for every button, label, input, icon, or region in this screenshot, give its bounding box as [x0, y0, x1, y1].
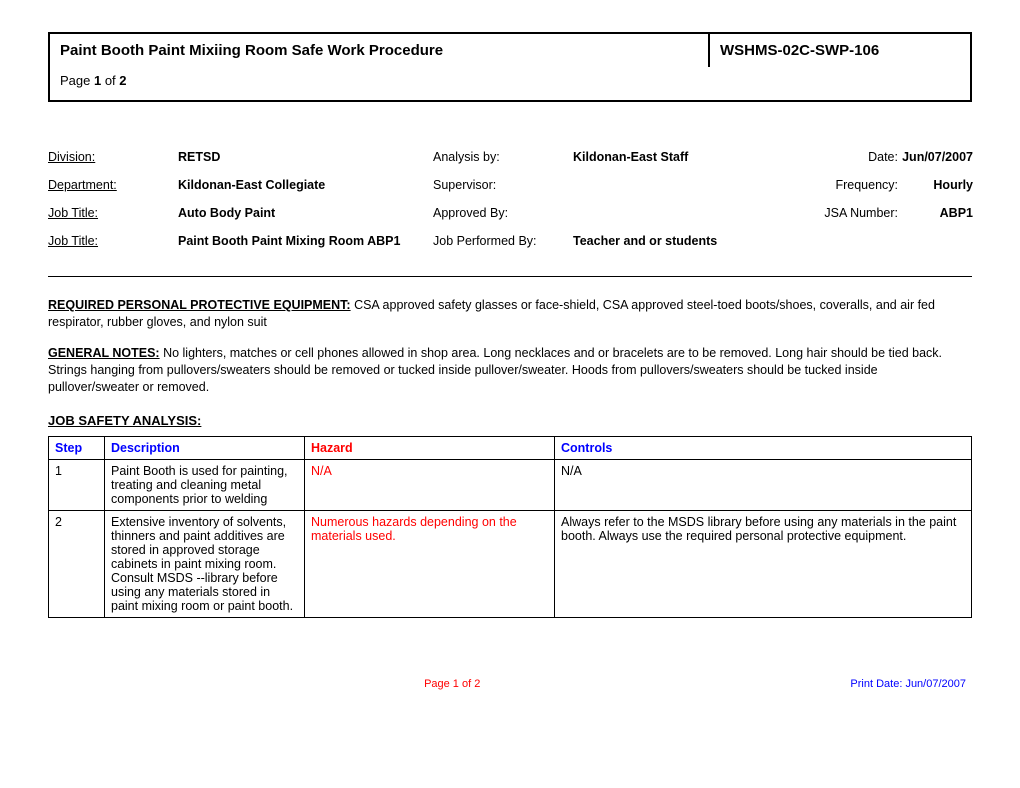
- performed-value: Teacher and or students: [573, 234, 803, 248]
- performed-label: Job Performed By:: [433, 234, 573, 248]
- ppe-section: REQUIRED PERSONAL PROTECTIVE EQUIPMENT: …: [48, 297, 972, 331]
- col-description: Description: [105, 437, 305, 460]
- jsa-table: Step Description Hazard Controls 1 Paint…: [48, 436, 972, 618]
- col-step: Step: [49, 437, 105, 460]
- blank-value: [898, 234, 973, 248]
- cell-step: 1: [49, 460, 105, 511]
- date-value: Jun/07/2007: [898, 150, 973, 164]
- jobtitle2-value: Paint Booth Paint Mixing Room ABP1: [178, 234, 433, 248]
- frequency-label: Frequency:: [803, 178, 898, 192]
- supervisor-value: [573, 178, 803, 192]
- cell-description: Paint Booth is used for painting, treati…: [105, 460, 305, 511]
- jsanum-label: JSA Number:: [803, 206, 898, 220]
- table-row: 1 Paint Booth is used for painting, trea…: [49, 460, 972, 511]
- meta-grid: Division: RETSD Analysis by: Kildonan-Ea…: [48, 150, 972, 248]
- cell-description: Extensive inventory of solvents, thinner…: [105, 511, 305, 618]
- jobtitle1-value: Auto Body Paint: [178, 206, 433, 220]
- jobtitle2-label: Job Title:: [48, 234, 178, 248]
- header-box: Paint Booth Paint Mixiing Room Safe Work…: [48, 32, 972, 102]
- footer: Page 1 of 2 Print Date: Jun/07/2007: [48, 678, 972, 690]
- division-label: Division:: [48, 150, 178, 164]
- notes-section: GENERAL NOTES: No lighters, matches or c…: [48, 345, 972, 396]
- blank-label: [803, 234, 898, 248]
- date-label: Date:: [803, 150, 898, 164]
- supervisor-label: Supervisor:: [433, 178, 573, 192]
- approved-label: Approved By:: [433, 206, 573, 220]
- jsa-header-row: Step Description Hazard Controls: [49, 437, 972, 460]
- division-value: RETSD: [178, 150, 433, 164]
- doc-title: Paint Booth Paint Mixiing Room Safe Work…: [50, 34, 710, 67]
- col-controls: Controls: [555, 437, 972, 460]
- frequency-value: Hourly: [898, 178, 973, 192]
- doc-code: WSHMS-02C-SWP-106: [710, 34, 970, 67]
- page-prefix: Page: [60, 73, 94, 88]
- jobtitle1-label: Job Title:: [48, 206, 178, 220]
- footer-print: Print Date: Jun/07/2007: [850, 678, 966, 690]
- approved-value: [573, 206, 803, 220]
- footer-page: Page 1 of 2: [54, 678, 850, 690]
- cell-step: 2: [49, 511, 105, 618]
- page-of: of: [101, 73, 119, 88]
- cell-controls: Always refer to the MSDS library before …: [555, 511, 972, 618]
- analysis-label: Analysis by:: [433, 150, 573, 164]
- jsanum-value: ABP1: [898, 206, 973, 220]
- cell-hazard: Numerous hazards depending on the materi…: [305, 511, 555, 618]
- department-label: Department:: [48, 178, 178, 192]
- col-hazard: Hazard: [305, 437, 555, 460]
- cell-hazard: N/A: [305, 460, 555, 511]
- department-value: Kildonan-East Collegiate: [178, 178, 433, 192]
- table-row: 2 Extensive inventory of solvents, thinn…: [49, 511, 972, 618]
- notes-title: GENERAL NOTES:: [48, 346, 160, 360]
- analysis-value: Kildonan-East Staff: [573, 150, 803, 164]
- divider: [48, 276, 972, 277]
- ppe-title: REQUIRED PERSONAL PROTECTIVE EQUIPMENT:: [48, 298, 351, 312]
- notes-text: No lighters, matches or cell phones allo…: [48, 346, 942, 394]
- jsa-title: JOB SAFETY ANALYSIS:: [48, 413, 972, 428]
- page-indicator: Page 1 of 2: [50, 67, 970, 100]
- page-total: 2: [119, 73, 126, 88]
- cell-controls: N/A: [555, 460, 972, 511]
